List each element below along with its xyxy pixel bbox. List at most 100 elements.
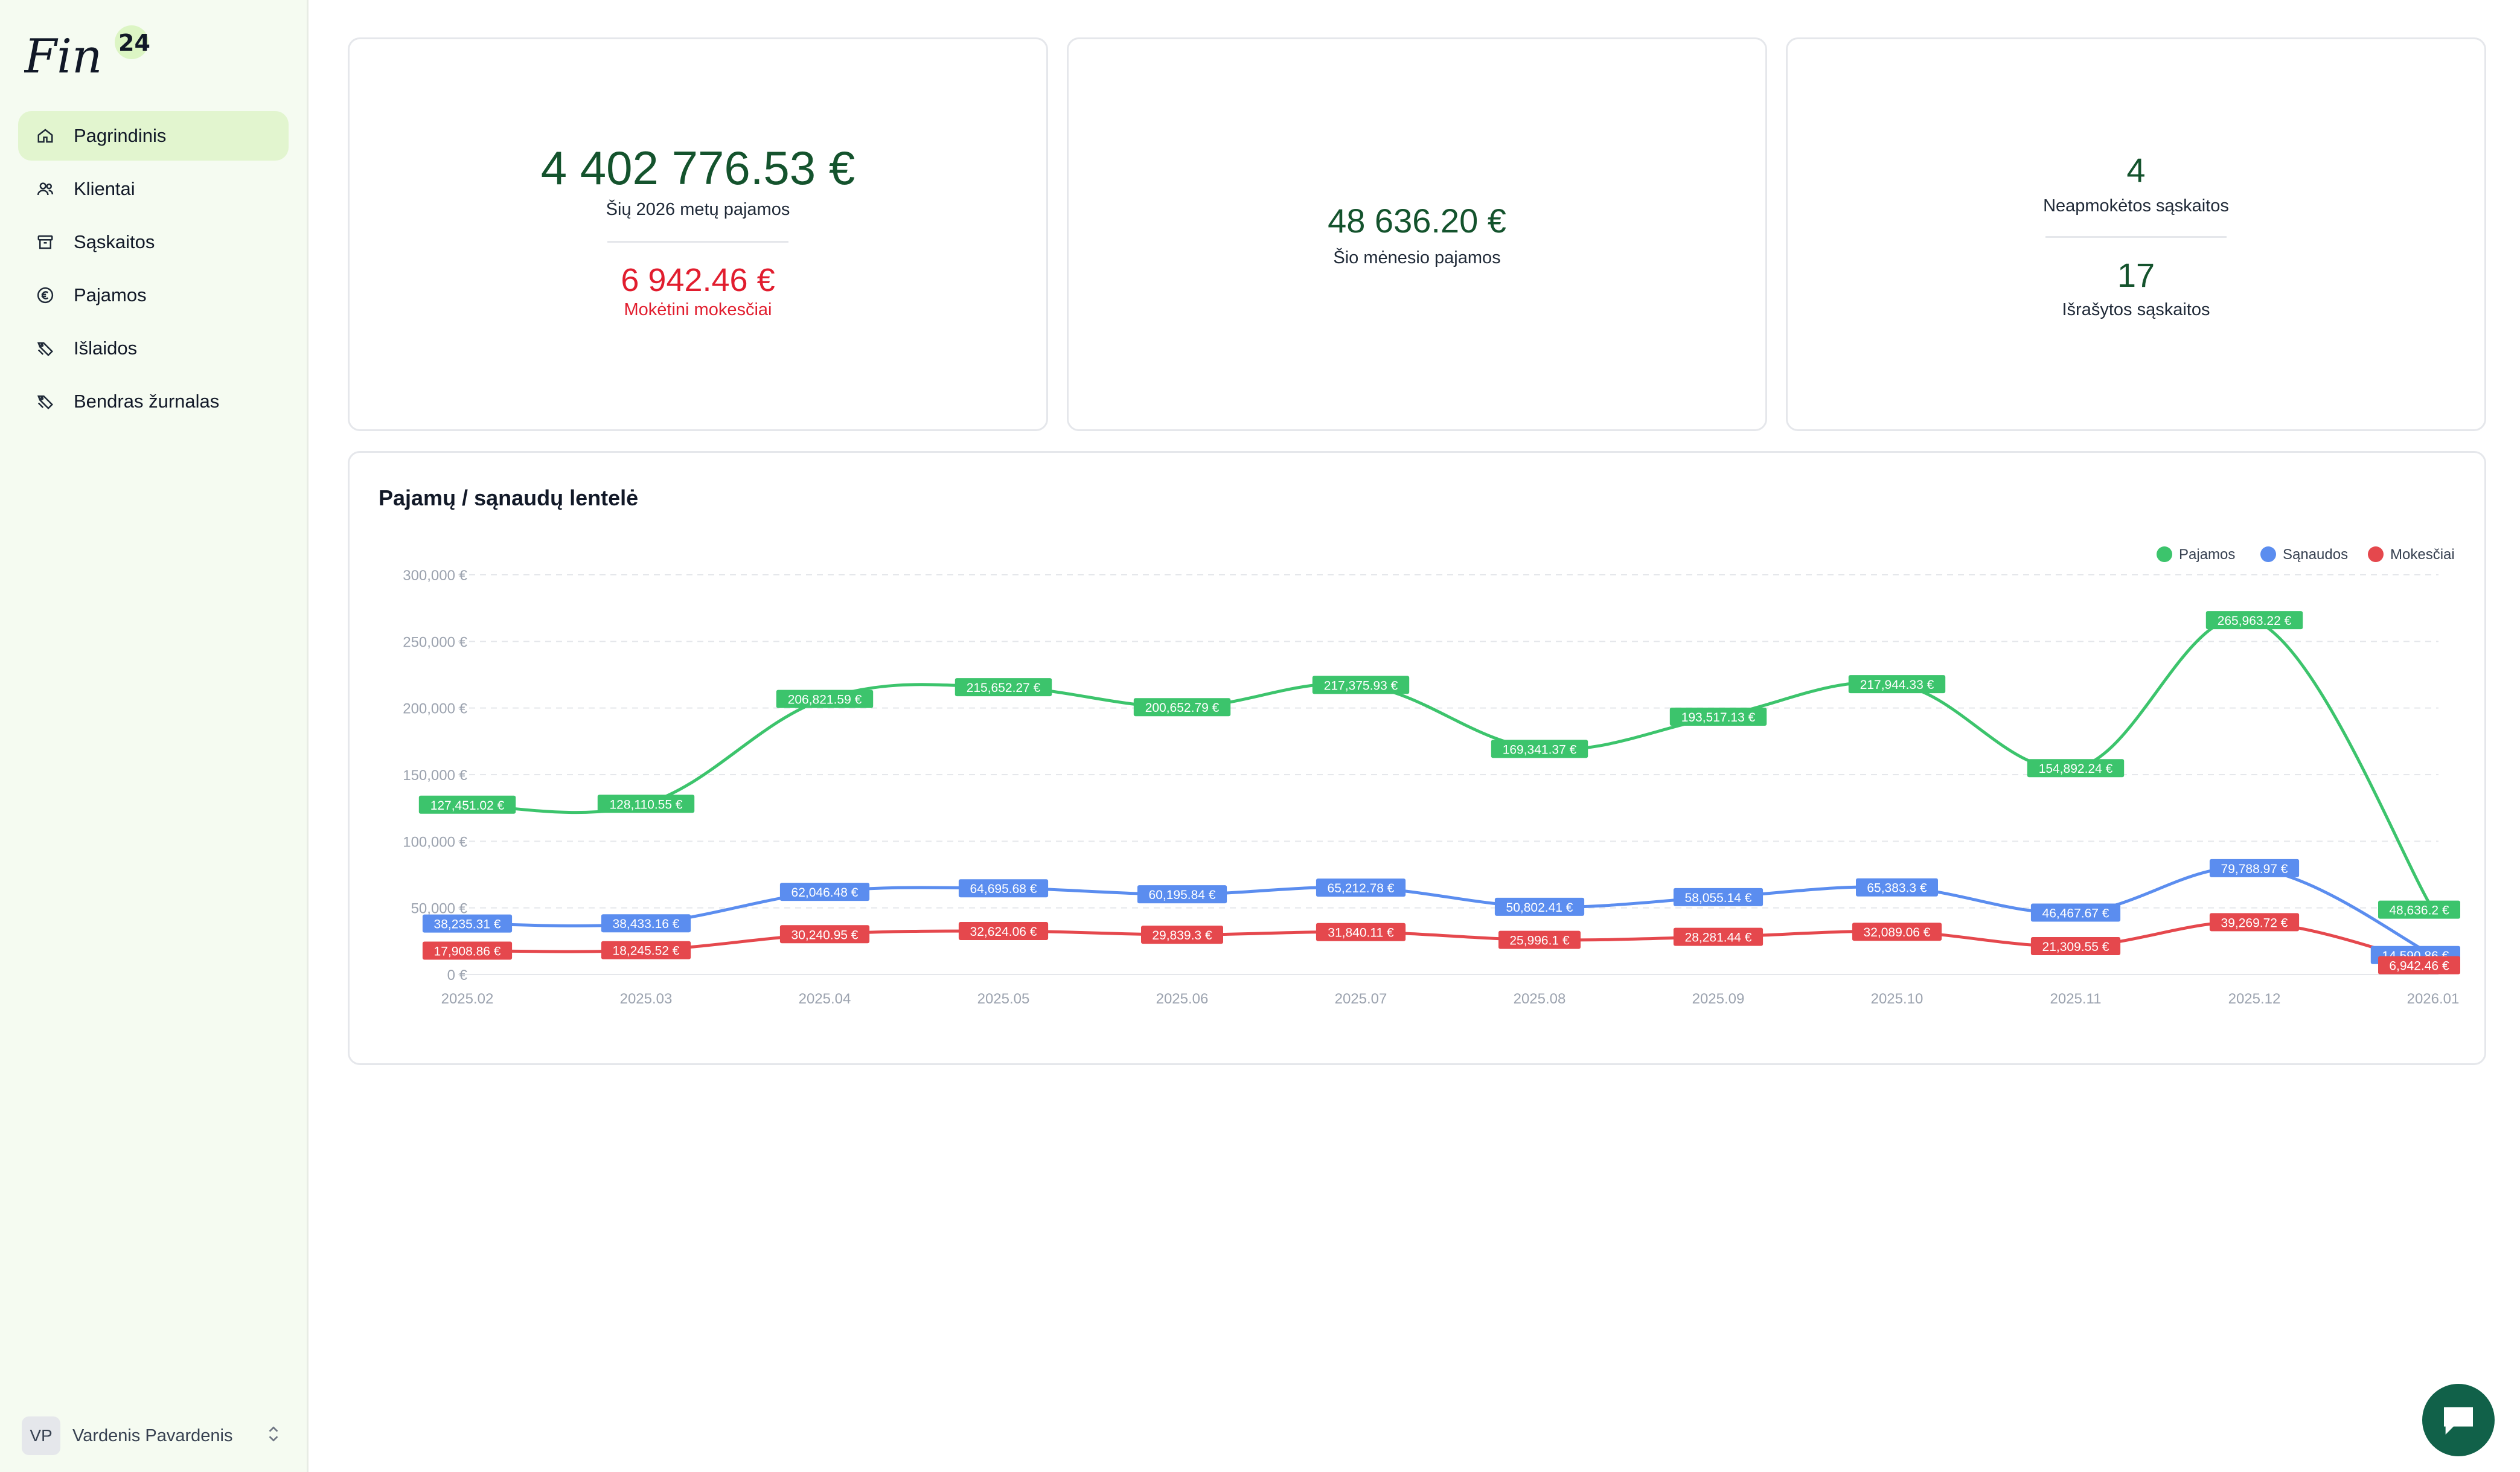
data-label-box (1494, 897, 1585, 916)
unpaid-invoices-label: Neapmokėtos sąskaitos (2043, 196, 2229, 216)
data-label: 206,821.59 € (788, 693, 862, 707)
sidebar-item-islaidos[interactable]: Išlaidos (18, 324, 289, 373)
taxes-value: 6 942.46 € (621, 262, 775, 298)
data-label-box (1316, 923, 1406, 941)
sidebar-item-bendras-zurnalas[interactable]: Bendras žurnalas (18, 377, 289, 426)
y-tick-label: 50,000 € (411, 901, 468, 917)
sidebar-item-label: Bendras žurnalas (74, 391, 220, 412)
sidebar-item-label: Pajamos (74, 284, 147, 306)
data-label: 65,212.78 € (1328, 882, 1395, 895)
y-tick-label: 200,000 € (403, 701, 467, 717)
x-tick-label: 2025.12 (2228, 991, 2281, 1007)
issued-invoices-value: 17 (2117, 256, 2155, 294)
data-label: 21,309.55 € (2042, 940, 2109, 954)
legend-label: Pajamos (2179, 546, 2235, 563)
user-name: Vardenis Pavardenis (72, 1426, 233, 1445)
y-tick-label: 250,000 € (403, 634, 467, 650)
y-tick-label: 150,000 € (403, 767, 467, 784)
sidebar-item-pajamos[interactable]: Pajamos (18, 270, 289, 320)
data-label-box (1316, 878, 1406, 897)
data-label-box (2030, 936, 2121, 955)
data-label: 193,517.13 € (1681, 711, 1756, 725)
chat-button[interactable] (2422, 1384, 2495, 1456)
y-tick-label: 0 € (447, 967, 468, 984)
data-label-box (422, 941, 513, 960)
data-label-box (1312, 676, 1410, 694)
app-logo[interactable]: Fin 24 (23, 24, 163, 85)
data-label: 65,383.3 € (1867, 882, 1927, 895)
legend-swatch (2368, 546, 2384, 562)
sidebar-nav: Pagrindinis Klientai Sąskaitos Pajamos I… (18, 111, 289, 430)
x-tick-label: 2025.06 (1156, 991, 1209, 1007)
divider (2045, 236, 2227, 238)
data-label: 79,788.97 € (2221, 862, 2288, 876)
data-label: 154,892.24 € (2039, 762, 2113, 776)
legend-item-pajamos[interactable]: Pajamos (2157, 546, 2235, 563)
data-label: 217,944.33 € (1860, 678, 1934, 692)
month-income-card: 48 636.20 € Šio mėnesio pajamos (1067, 37, 1767, 431)
data-label-box (1133, 698, 1231, 717)
data-label: 48,636.2 € (2389, 904, 2449, 918)
logo-text: Fin (24, 30, 102, 84)
user-menu[interactable]: VP Vardenis Pavardenis (22, 1416, 281, 1455)
data-label: 18,245.52 € (613, 944, 680, 958)
sidebar-item-saskaitos[interactable]: Sąskaitos (18, 217, 289, 267)
data-label-box (1141, 926, 1223, 944)
chevron-up-down-icon (266, 1425, 281, 1447)
sidebar: Fin 24 Pagrindinis Klientai Sąskaitos (0, 0, 309, 1472)
x-tick-label: 2025.03 (620, 991, 673, 1007)
data-label-box (1852, 923, 1942, 941)
legend-swatch (2260, 546, 2276, 562)
data-label-box (601, 914, 691, 933)
sidebar-item-klientai[interactable]: Klientai (18, 164, 289, 214)
data-label: 39,269.72 € (2221, 916, 2288, 930)
sidebar-item-label: Pagrindinis (74, 125, 167, 146)
month-income-value: 48 636.20 € (1328, 202, 1506, 240)
data-label-box (1669, 707, 1767, 726)
chat-bubble-icon (2444, 1407, 2473, 1435)
unpaid-invoices-value: 4 (2126, 151, 2146, 189)
data-label-box (955, 678, 1052, 697)
divider (607, 241, 788, 243)
data-label: 28,281.44 € (1685, 931, 1752, 945)
logo-superscript: 24 (118, 30, 150, 56)
legend-label: Mokesčiai (2390, 546, 2455, 563)
data-label-box (958, 922, 1049, 941)
data-label: 32,624.06 € (970, 925, 1037, 939)
x-tick-label: 2025.04 (799, 991, 851, 1007)
home-icon (35, 126, 56, 146)
x-tick-label: 2025.09 (1692, 991, 1745, 1007)
data-label: 46,467.67 € (2042, 906, 2109, 920)
data-label: 58,055.14 € (1685, 891, 1752, 905)
issued-invoices-label: Išrašytos sąskaitos (2062, 300, 2210, 319)
data-label-box (1491, 740, 1588, 758)
sidebar-item-pagrindinis[interactable]: Pagrindinis (18, 111, 289, 161)
x-tick-label: 2025.11 (2050, 991, 2102, 1007)
data-label: 215,652.27 € (967, 681, 1041, 695)
tag-icon (35, 391, 56, 412)
data-label: 31,840.11 € (1328, 926, 1394, 940)
line-chart: 0 € 50,000 € 100,000 € 150,000 € 200,000 € 25… (403, 546, 2460, 1007)
sidebar-item-label: Išlaidos (74, 338, 138, 359)
x-tick-label: 2025.05 (977, 991, 1030, 1007)
data-label: 62,046.48 € (791, 886, 859, 900)
avatar: VP (22, 1416, 60, 1455)
data-label-box (2030, 903, 2121, 922)
data-label: 17,908.86 € (434, 944, 501, 958)
legend-item-mokesčiai[interactable]: Mokesčiai (2368, 546, 2455, 563)
data-label-box (597, 795, 695, 813)
data-label-box (422, 914, 513, 933)
data-label: 64,695.68 € (970, 882, 1037, 896)
sidebar-item-label: Klientai (74, 178, 135, 199)
chart-title: Pajamų / sąnaudų lentelė (379, 485, 639, 510)
data-label-box (1856, 878, 1938, 897)
year-income-card: 4 402 776.53 € Šių 2026 metų pajamos 6 9… (348, 37, 1048, 431)
legend-item-sąnaudos[interactable]: Sąnaudos (2260, 546, 2348, 563)
series-line-pajamos (467, 616, 2435, 910)
data-label-box (1137, 885, 1227, 904)
data-label: 217,375.93 € (1324, 679, 1398, 693)
data-label: 32,089.06 € (1864, 926, 1931, 939)
data-label: 50,802.41 € (1506, 901, 1573, 915)
data-label: 128,110.55 € (609, 798, 682, 811)
data-label-box (779, 925, 870, 944)
